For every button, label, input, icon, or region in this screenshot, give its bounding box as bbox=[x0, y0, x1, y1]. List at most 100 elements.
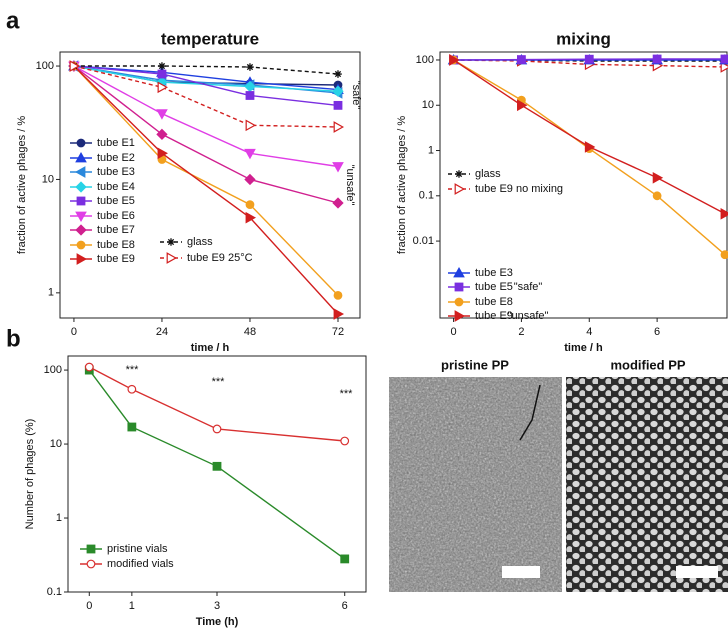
marker bbox=[721, 251, 728, 259]
marker bbox=[87, 560, 95, 568]
annotation: "unsafe" bbox=[508, 310, 549, 322]
legend-label: tube E5 bbox=[475, 281, 513, 293]
sem-image bbox=[389, 377, 562, 592]
marker bbox=[341, 555, 349, 563]
marker bbox=[455, 298, 463, 306]
sem-texture bbox=[389, 377, 562, 592]
y-tick-label: 100 bbox=[416, 54, 434, 66]
legend-label: modified vials bbox=[107, 558, 174, 570]
marker bbox=[246, 201, 254, 209]
x-tick-label: 4 bbox=[586, 326, 592, 338]
marker bbox=[76, 167, 85, 177]
panel-label: a bbox=[6, 7, 20, 34]
marker bbox=[167, 238, 175, 246]
y-axis-label: fraction of active phages / % bbox=[396, 116, 408, 254]
marker bbox=[518, 56, 526, 64]
marker bbox=[334, 309, 343, 319]
marker bbox=[245, 175, 255, 185]
marker bbox=[334, 102, 342, 110]
image-title: modified PP bbox=[610, 357, 685, 372]
x-tick-label: 0 bbox=[71, 326, 77, 338]
legend-label: tube E9 25°C bbox=[187, 252, 253, 264]
legend-label: glass bbox=[187, 236, 213, 248]
marker bbox=[333, 163, 343, 172]
marker bbox=[76, 225, 86, 235]
marker bbox=[158, 62, 166, 70]
image-title: pristine PP bbox=[441, 357, 509, 372]
y-axis-label: fraction of active phages / % bbox=[16, 116, 28, 254]
x-tick-label: 0 bbox=[451, 326, 457, 338]
x-tick-label: 48 bbox=[244, 326, 256, 338]
y-tick-label: 100 bbox=[44, 364, 62, 376]
marker bbox=[246, 63, 254, 71]
marker bbox=[341, 437, 349, 445]
sem-modified bbox=[566, 377, 728, 592]
y-axis-label: Number of phages (%) bbox=[24, 419, 36, 530]
x-tick-label: 3 bbox=[214, 600, 220, 612]
x-tick-label: 6 bbox=[654, 326, 660, 338]
marker bbox=[157, 110, 167, 119]
x-axis-label: time / h bbox=[191, 342, 230, 354]
marker bbox=[128, 385, 136, 393]
y-tick-label: 1 bbox=[48, 287, 54, 299]
legend-label: tube E4 bbox=[97, 181, 135, 193]
series-line bbox=[454, 60, 725, 255]
marker bbox=[213, 463, 221, 471]
marker bbox=[246, 92, 254, 100]
annotation: "safe" bbox=[350, 81, 362, 110]
y-tick-label: 1 bbox=[56, 512, 62, 524]
marker bbox=[85, 363, 93, 371]
y-tick-label: 0.1 bbox=[419, 190, 434, 202]
plot-frame bbox=[68, 356, 366, 592]
x-tick-label: 72 bbox=[332, 326, 344, 338]
marker bbox=[333, 198, 343, 208]
panel-label: b bbox=[6, 325, 21, 352]
legend-label: tube E3 bbox=[97, 166, 135, 178]
chart-title: mixing bbox=[556, 29, 611, 48]
sem-image bbox=[566, 377, 728, 592]
legend-label: tube E9 no mixing bbox=[475, 183, 563, 195]
annotation: "safe" bbox=[514, 281, 543, 293]
marker bbox=[653, 173, 662, 183]
y-tick-label: 0.01 bbox=[413, 235, 434, 247]
legend-label: tube E5 bbox=[97, 195, 135, 207]
scale-bar bbox=[676, 566, 718, 578]
legend-label: tube E2 bbox=[97, 152, 135, 164]
legend-label: pristine vials bbox=[107, 543, 168, 555]
scale-bar bbox=[502, 566, 540, 578]
y-tick-label: 10 bbox=[50, 438, 62, 450]
marker bbox=[653, 192, 661, 200]
marker bbox=[455, 184, 464, 194]
marker bbox=[334, 122, 343, 132]
marker bbox=[77, 241, 85, 249]
marker bbox=[334, 70, 342, 78]
x-tick-label: 2 bbox=[518, 326, 524, 338]
marker bbox=[213, 425, 221, 433]
legend-label: tube E9 bbox=[97, 253, 135, 265]
legend-label: tube E6 bbox=[97, 210, 135, 222]
y-tick-label: 10 bbox=[422, 99, 434, 111]
marker bbox=[77, 197, 85, 205]
x-axis-label: time / h bbox=[564, 342, 603, 354]
marker bbox=[721, 55, 728, 63]
marker bbox=[77, 139, 85, 147]
x-axis-label: Time (h) bbox=[196, 616, 239, 628]
legend-label: tube E1 bbox=[97, 137, 135, 149]
y-tick-label: 10 bbox=[42, 173, 54, 185]
y-tick-label: 0.1 bbox=[47, 586, 62, 598]
chart-title: temperature bbox=[161, 29, 259, 48]
marker bbox=[455, 311, 464, 321]
legend-label: tube E8 bbox=[97, 239, 135, 251]
marker bbox=[87, 545, 95, 553]
marker bbox=[585, 55, 593, 63]
legend-label: tube E3 bbox=[475, 267, 513, 279]
marker bbox=[334, 292, 342, 300]
x-tick-label: 1 bbox=[129, 600, 135, 612]
legend-label: tube E7 bbox=[97, 224, 135, 236]
annotation: "unsafe" bbox=[344, 165, 356, 206]
annotation: *** bbox=[212, 376, 226, 388]
x-tick-label: 6 bbox=[342, 600, 348, 612]
legend-label: glass bbox=[475, 168, 501, 180]
x-tick-label: 0 bbox=[86, 600, 92, 612]
